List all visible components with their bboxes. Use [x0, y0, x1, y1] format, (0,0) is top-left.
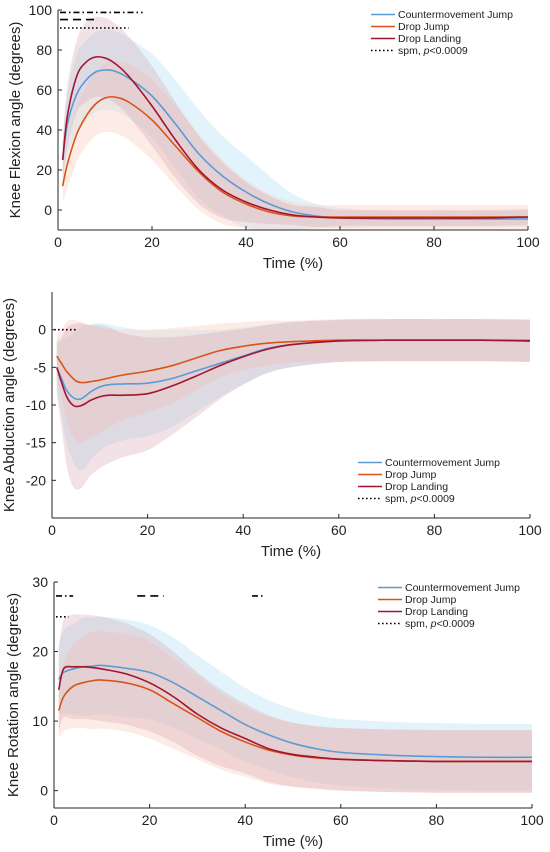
- x-tick-label: 0: [48, 522, 56, 538]
- x-tick-label: 100: [518, 522, 542, 538]
- x-axis-label: Time (%): [263, 833, 323, 850]
- y-tick-label: 100: [29, 2, 53, 18]
- x-tick-label: 60: [331, 522, 347, 538]
- band-drop-jump: [58, 631, 532, 793]
- legend-label: Drop Landing: [398, 33, 461, 45]
- y-tick-label: 0: [44, 202, 52, 218]
- x-tick-label: 80: [429, 812, 445, 828]
- legend-label: Drop Landing: [385, 481, 448, 493]
- legend-label: Countermovement Jump: [405, 582, 520, 594]
- legend-label-spm: spm, p<0.0009: [398, 45, 468, 57]
- x-axis-label: Time (%): [261, 543, 321, 560]
- band-drop-jump: [62, 60, 528, 230]
- x-tick-label: 60: [332, 234, 348, 250]
- band-drop-landing: [62, 16, 528, 228]
- series-line-drop-landing: [57, 665, 532, 763]
- x-tick-label: 80: [427, 522, 443, 538]
- y-axis-label: Knee Rotation angle (degrees): [5, 593, 22, 797]
- x-tick-label: 100: [520, 812, 544, 828]
- x-tick-label: 40: [237, 812, 253, 828]
- x-tick-label: 0: [54, 234, 62, 250]
- y-tick-label: 20: [36, 162, 52, 178]
- chart-flexion: 0 20 40 60 80 100 0 20 40 60 80 100 Time (%) Knee Fle…: [7, 2, 540, 272]
- band-drop-landing: [58, 614, 532, 793]
- x-tick-label: 40: [238, 234, 254, 250]
- legend-label: Drop Jump: [405, 594, 457, 606]
- x-axis-label: Time (%): [263, 255, 323, 272]
- y-tick-label: 60: [36, 82, 52, 98]
- legend-label: Drop Jump: [385, 469, 437, 481]
- band-countermovement-jump: [62, 29, 528, 230]
- x-tick-label: 20: [140, 522, 156, 538]
- band-drop-jump: [56, 319, 530, 443]
- x-tick-label: 0: [50, 812, 58, 828]
- x-tick-label: 60: [333, 812, 349, 828]
- legend-label: Countermovement Jump: [398, 9, 513, 21]
- legend-label: Drop Landing: [405, 606, 468, 618]
- legend-label-spm: spm, p<0.0009: [405, 618, 475, 630]
- x-tick-label: 100: [516, 234, 540, 250]
- y-axis-label: Knee Abduction angle (degrees): [1, 298, 18, 512]
- chart-rotation: 0 20 40 60 80 100 0 10 20 30 Time (%) Knee Rotation…: [5, 574, 544, 850]
- band-drop-landing: [56, 319, 530, 490]
- legend-label-spm: spm, p<0.0009: [385, 493, 455, 505]
- x-tick-label: 80: [426, 234, 442, 250]
- band-countermovement-jump: [58, 616, 532, 791]
- y-tick-label: -10: [26, 397, 46, 413]
- plot-area: [57, 614, 532, 793]
- y-tick-label: 30: [32, 574, 48, 590]
- y-tick-label: 0: [40, 783, 48, 799]
- y-tick-label: 20: [32, 644, 48, 660]
- x-tick-label: 20: [142, 812, 158, 828]
- y-tick-label: -15: [26, 435, 46, 451]
- y-tick-label: 40: [36, 122, 52, 138]
- plot-area: [56, 319, 530, 490]
- series-line-drop-landing: [56, 339, 530, 408]
- y-axis-label: Knee Flexion angle (degrees): [7, 22, 24, 219]
- series-line-drop-jump: [61, 95, 528, 218]
- x-tick-label: 40: [235, 522, 251, 538]
- series-line-drop-landing: [61, 55, 528, 219]
- x-tick-label: 20: [144, 234, 160, 250]
- y-tick-label: 80: [36, 42, 52, 58]
- plot-area: [61, 16, 528, 230]
- band-countermovement-jump: [56, 319, 530, 471]
- y-tick-label: -5: [34, 359, 47, 375]
- y-tick-label: 0: [38, 322, 46, 338]
- y-tick-label: -20: [26, 472, 46, 488]
- y-tick-label: 10: [32, 713, 48, 729]
- chart-abduction: 0 20 40 60 80 100 0 -5 -10 -15 -20 Time (%) Knee Abd…: [1, 292, 542, 560]
- legend-label: Countermovement Jump: [385, 457, 500, 469]
- legend-label: Drop Jump: [398, 21, 450, 33]
